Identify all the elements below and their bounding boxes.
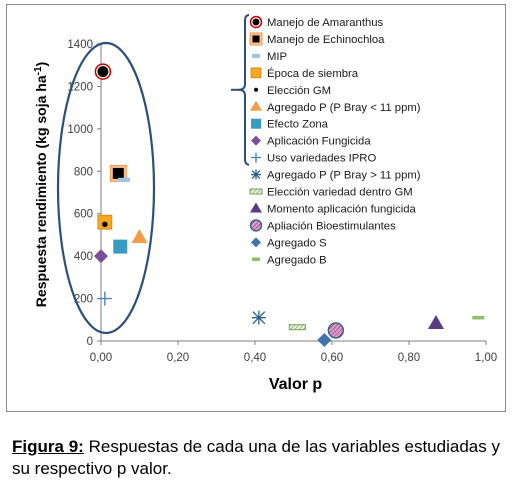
y-tick-label: 0 [87,336,93,348]
x-tick-label: 0,00 [90,352,112,364]
legend-label-7: Aplicación Fungicida [267,136,371,148]
legend-label-8: Uso variedades IPRO [267,153,376,165]
data-point-9 [251,310,266,325]
y-tick-label: 800 [74,166,93,178]
legend-label-0: Manejo de Amaranthus [267,17,384,29]
data-point-6 [113,239,128,254]
legend-label-1: Manejo de Echinochloa [267,34,385,46]
data-point-12 [327,322,345,339]
y-tick-label: 1200 [67,81,93,93]
x-tick-label: 0,40 [244,352,266,364]
x-tick-label: 0,60 [321,352,343,364]
legend-marker-0 [252,18,260,26]
y-tick-label: 400 [74,251,93,263]
legend-marker-2 [252,53,260,58]
x-tick-label: 0,20 [167,352,189,364]
legend-label-12: Apliación Bioestimulantes [267,220,396,232]
data-point-0 [97,66,109,78]
legend-label-5: Agregado P (P Bray < 11 ppm) [267,102,421,114]
highlight-ellipse [56,41,156,335]
legend-label-4: Elección GM [267,85,331,97]
caption-label: Figura 9: [12,437,84,456]
legend-marker-8 [251,152,261,163]
legend-label-14: Agregado B [267,254,327,266]
x-tick-label: 1,00 [475,352,497,364]
legend-label-9: Agregado P (P Bray > 11 ppm) [267,170,421,182]
legend-label-6: Efecto Zona [267,119,329,131]
data-point-2 [118,177,131,182]
legend-label-10: Elección variedad dentro GM [267,187,413,199]
legend-marker-12 [249,219,263,232]
legend-marker-11 [250,202,262,213]
legend-marker-1 [252,35,260,43]
legend-marker-5 [250,100,262,111]
y-tick-label: 1000 [67,124,93,136]
figure-caption: Figura 9: Respuestas de cada una de las … [12,436,500,480]
legend-label-2: MIP [267,51,287,63]
caption-text: Respuestas de cada una de las variables … [12,437,500,478]
data-point-1 [112,167,124,179]
legend-marker-4 [254,87,258,92]
x-axis-title: Valor p [269,376,323,393]
data-point-5 [131,229,148,244]
data-point-4 [102,221,108,228]
x-tick-label: 0,80 [398,352,420,364]
legend-marker-10 [249,188,263,195]
legend-label-13: Agregado S [267,237,327,249]
data-point-7 [94,249,108,264]
data-point-14 [472,315,485,320]
legend-brace [238,14,250,166]
y-tick-label: 600 [74,209,93,221]
legend-label-11: Momento aplicación fungicida [267,203,417,215]
legend-marker-13 [251,237,261,248]
y-tick-label: 1400 [67,39,93,51]
legend-marker-14 [252,257,260,262]
legend-marker-3 [250,67,262,79]
data-point-13 [317,332,332,347]
data-point-10 [288,324,306,331]
legend-marker-6 [251,118,261,129]
data-point-11 [427,314,444,329]
scatter-chart: 0 200 400 600 800 1000 1200 1400 0,00 0,20 0,40 0,6… [33,14,497,393]
legend-label-3: Época de siembra [267,67,359,80]
y-tick-label: 200 [74,294,93,306]
y-axis-title: Respuesta rendimiento (kg soja ha-1) [33,62,49,307]
legend-marker-7 [251,135,261,146]
data-point-8 [97,291,112,306]
legend-marker-9 [251,169,261,180]
